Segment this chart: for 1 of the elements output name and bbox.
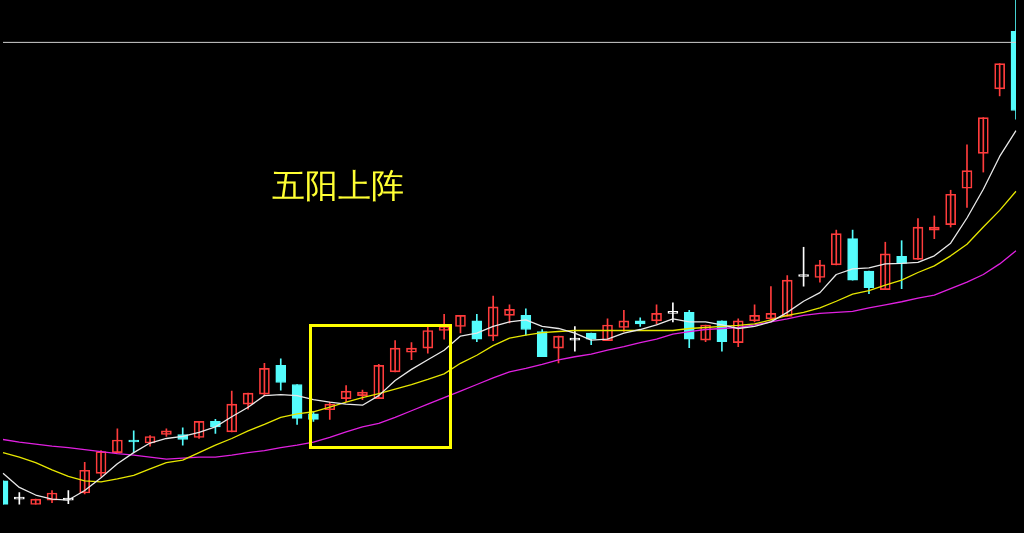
annotation: 五阳上阵 [272,165,404,207]
